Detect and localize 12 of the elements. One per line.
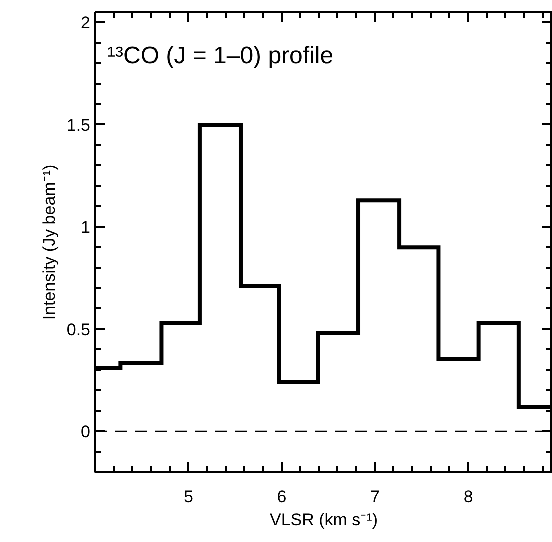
y-tick-label: 0.5 bbox=[66, 320, 91, 340]
y-tick-label: 1.5 bbox=[66, 116, 91, 135]
x-axis-title: VLSR (km s⁻¹) bbox=[270, 510, 378, 530]
x-tick-label: 7 bbox=[370, 488, 380, 506]
x-tick-label: 5 bbox=[184, 488, 194, 506]
x-tick-label: 6 bbox=[277, 488, 287, 506]
y-tick-label: 0 bbox=[81, 422, 91, 442]
y-axis-title: Intensity (Jy beam⁻¹) bbox=[40, 164, 59, 320]
y-tick-label: 2 bbox=[81, 14, 91, 33]
x-tick-label: 8 bbox=[464, 488, 474, 506]
text: ¹³CO (J = 1–0) profile bbox=[108, 42, 334, 70]
y-tick-label: 1 bbox=[81, 218, 91, 238]
